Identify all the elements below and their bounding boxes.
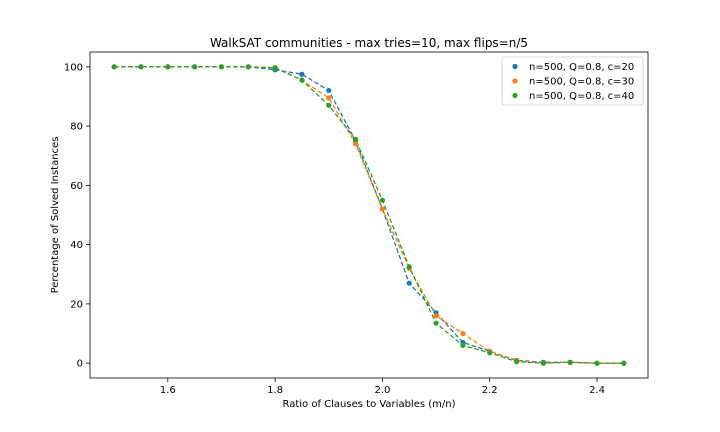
y-tick-label: 20: [70, 299, 83, 310]
series-2-point: [379, 206, 386, 212]
series-3-point: [540, 360, 546, 366]
x-axis-ticks: 1.6 1.8 2.0 2.2 2.4: [160, 378, 605, 396]
series-3-point: [299, 77, 305, 83]
legend-marker-3: [512, 92, 518, 99]
series-3-point: [487, 350, 493, 356]
series-3-point: [513, 359, 520, 365]
plot-area: [111, 64, 627, 366]
series-3-point: [621, 360, 627, 366]
series-line-1: [114, 66, 624, 364]
legend-label-3: n=500, Q=0.8, c=40: [529, 91, 634, 102]
series-3-point: [379, 197, 386, 203]
series-3-point: [165, 64, 171, 70]
legend-box: [501, 56, 644, 106]
series-1-point: [406, 280, 412, 286]
x-tick-label: 2.4: [589, 385, 605, 396]
chart-title: WalkSAT communities - max tries=10, max …: [210, 36, 528, 50]
legend-marker-1: [512, 63, 518, 70]
x-tick-label: 2.2: [482, 385, 498, 396]
y-tick-label: 60: [70, 181, 83, 192]
series-2-point: [460, 330, 466, 337]
y-axis-label: Percentage of Solved Instances: [50, 137, 61, 294]
series-3-point: [433, 320, 439, 326]
legend: n=500, Q=0.8, c=20 n=500, Q=0.8, c=30 n=50…: [501, 56, 644, 106]
series-3-point: [406, 264, 412, 270]
x-tick-label: 2.0: [374, 385, 390, 396]
series-3-point: [567, 359, 573, 365]
y-tick-label: 0: [77, 359, 83, 370]
series-3-point: [138, 64, 144, 70]
y-axis-ticks: 0 20 40 60 80 100: [64, 62, 90, 370]
series-3-point: [326, 102, 332, 108]
y-tick-label: 100: [64, 62, 83, 73]
series-2-point: [433, 313, 439, 319]
series-3-point: [594, 360, 600, 366]
series-1-point: [299, 71, 305, 77]
y-tick-label: 40: [70, 240, 83, 251]
series-2-point: [326, 95, 332, 101]
series-3-point: [111, 64, 117, 70]
series-3-point: [460, 342, 466, 348]
series-3-point: [192, 64, 198, 70]
legend-label-2: n=500, Q=0.8, c=30: [529, 77, 634, 88]
series-line-3: [114, 66, 624, 364]
series-3-point: [352, 136, 359, 143]
plot-frame: [89, 51, 649, 379]
series-1-point: [326, 87, 332, 94]
y-tick-label: 80: [70, 122, 83, 133]
x-tick-label: 1.6: [160, 385, 176, 396]
x-axis-label: Ratio of Clauses to Variables (m/n): [283, 399, 456, 410]
legend-label-1: n=500, Q=0.8, c=20: [529, 62, 634, 73]
series-line-2: [114, 66, 624, 364]
legend-marker-2: [512, 78, 518, 84]
series-3-point: [218, 64, 225, 70]
series-3-point: [272, 65, 278, 71]
series-2-point: [352, 141, 359, 147]
x-tick-label: 1.8: [267, 385, 283, 396]
series-3-point: [245, 64, 251, 70]
